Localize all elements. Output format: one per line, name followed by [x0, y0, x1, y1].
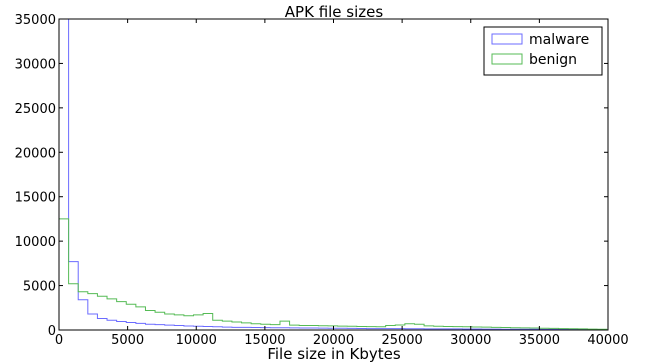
y-tick-label: 30000: [15, 57, 56, 72]
x-tick-label: 10000: [176, 333, 217, 348]
x-tick-label: 5000: [111, 333, 144, 348]
x-tick-label: 15000: [244, 333, 285, 348]
series-malware: [59, 19, 608, 330]
chart-title: APK file sizes: [285, 3, 384, 21]
y-tick-label: 15000: [15, 191, 56, 206]
y-tick-label: 20000: [15, 146, 56, 161]
y-tick-label: 35000: [15, 13, 56, 28]
legend-swatch-malware: [491, 33, 523, 45]
x-tick-label: 25000: [381, 333, 422, 348]
y-tick-label: 25000: [15, 102, 56, 117]
legend-box: [483, 26, 603, 76]
x-tick-label: 35000: [519, 333, 560, 348]
x-tick-label: 20000: [313, 333, 354, 348]
series-benign: [59, 218, 608, 330]
legend: malware benign: [483, 26, 603, 76]
y-tick-label: 0: [48, 324, 56, 339]
series-group: [59, 19, 608, 330]
y-tick-label: 10000: [15, 235, 56, 250]
legend-swatch-benign: [491, 53, 523, 65]
legend-label-malware: malware: [529, 32, 589, 48]
x-tick-label: 40000: [587, 333, 628, 348]
y-tick-label: 5000: [23, 280, 56, 295]
plot-area: 0 5000 10000 15000 20000 25000 30000 35000 40000…: [15, 13, 629, 348]
x-tick-label: 0: [55, 333, 63, 348]
x-axis-label: File size in Kbytes: [267, 345, 401, 362]
legend-label-benign: benign: [529, 52, 577, 68]
x-tick-label: 30000: [450, 333, 491, 348]
